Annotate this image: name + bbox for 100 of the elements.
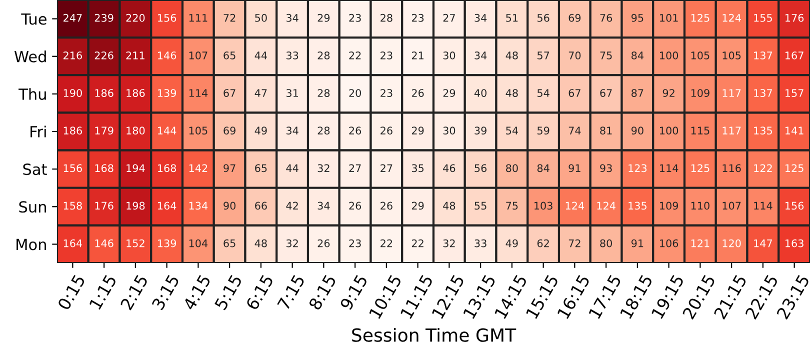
data-label: 75	[506, 202, 518, 210]
data-label: 48	[506, 52, 518, 60]
data-label: 23	[349, 239, 361, 248]
data-label: 50	[255, 14, 267, 22]
data-label: 164	[158, 202, 176, 210]
data-label: 74	[568, 126, 581, 134]
data-label: 27	[380, 164, 392, 172]
data-label: 141	[786, 126, 804, 134]
x-axis-title: Session Time GMT	[352, 328, 516, 342]
data-label: 49	[506, 239, 518, 248]
data-label: 26	[412, 89, 424, 97]
data-label: 220	[126, 14, 145, 22]
data-label: 247	[64, 14, 82, 22]
data-label: 20	[349, 89, 361, 97]
data-label: 163	[786, 239, 804, 248]
data-label: 54	[537, 89, 550, 97]
data-label: 22	[380, 239, 392, 248]
data-label: 155	[754, 14, 772, 22]
data-label: 135	[754, 126, 772, 135]
data-label: 84	[632, 52, 644, 60]
data-label: 75	[600, 52, 612, 60]
data-label: 57	[537, 52, 550, 60]
data-label: 90	[224, 202, 236, 210]
data-label: 167	[786, 52, 804, 60]
data-label: 124	[597, 202, 616, 210]
data-label: 22	[349, 52, 361, 60]
data-label: 26	[349, 202, 362, 210]
data-label: 54	[506, 126, 518, 135]
data-label: 31	[286, 89, 298, 97]
data-label: 115	[691, 126, 710, 135]
data-label: 47	[254, 89, 267, 97]
data-label: 114	[189, 89, 208, 97]
data-label: 168	[95, 164, 114, 172]
data-label: 91	[568, 164, 580, 172]
data-label: 39	[474, 126, 486, 135]
data-label: 40	[474, 89, 486, 97]
data-label: 33	[474, 239, 486, 248]
data-label: 30	[443, 126, 456, 135]
data-label: 179	[95, 126, 114, 135]
data-label: 144	[158, 126, 176, 134]
data-label: 100	[660, 52, 678, 60]
data-label: 194	[126, 164, 145, 172]
data-label: 139	[158, 239, 176, 248]
data-label: 101	[660, 14, 678, 22]
data-label: 26	[349, 126, 362, 135]
y-tick-label: Mon	[16, 238, 46, 250]
data-label: 186	[95, 89, 114, 97]
data-label: 121	[691, 239, 710, 248]
data-label: 109	[691, 89, 710, 97]
data-label: 107	[722, 202, 741, 210]
data-label: 26	[318, 239, 330, 248]
data-label: 67	[224, 89, 236, 97]
data-label: 124	[722, 14, 741, 22]
data-label: 34	[474, 52, 487, 60]
data-label: 32	[286, 239, 298, 248]
data-label: 46	[443, 164, 456, 172]
data-label: 156	[64, 164, 82, 172]
data-label: 116	[722, 164, 741, 172]
data-label: 125	[786, 164, 804, 172]
data-label: 168	[158, 164, 176, 172]
data-label: 28	[318, 52, 330, 60]
data-label: 147	[754, 239, 772, 248]
data-label: 198	[126, 202, 145, 210]
data-label: 110	[691, 202, 710, 210]
data-label: 216	[64, 52, 82, 60]
data-label: 48	[506, 89, 518, 97]
data-label: 69	[568, 14, 581, 22]
data-label: 114	[660, 164, 678, 172]
y-tick-label: Thu	[18, 88, 46, 100]
data-label: 91	[631, 239, 644, 248]
data-label: 125	[691, 14, 710, 22]
data-label: 139	[158, 89, 176, 97]
data-label: 152	[126, 239, 144, 248]
data-label: 142	[189, 164, 208, 172]
data-label: 22	[412, 239, 424, 248]
data-label: 76	[600, 14, 612, 22]
data-label: 103	[534, 202, 552, 210]
data-label: 67	[568, 89, 580, 97]
data-label: 100	[660, 126, 678, 135]
data-label: 48	[443, 202, 456, 210]
data-label: 104	[189, 239, 208, 248]
data-label: 70	[568, 52, 581, 60]
data-label: 105	[189, 126, 208, 135]
data-label: 92	[662, 89, 674, 97]
data-label: 21	[412, 52, 424, 60]
data-label: 156	[158, 14, 176, 22]
data-label: 117	[722, 126, 741, 134]
data-label: 124	[566, 202, 584, 210]
data-label: 134	[189, 202, 208, 210]
data-label: 72	[224, 14, 236, 22]
data-label: 106	[660, 239, 678, 248]
data-label: 158	[64, 202, 82, 210]
data-label: 93	[600, 164, 612, 172]
data-label: 157	[786, 89, 804, 97]
data-label: 211	[126, 52, 144, 60]
data-label: 164	[64, 239, 82, 248]
data-label: 65	[224, 52, 236, 60]
data-label: 109	[660, 202, 678, 210]
data-label: 111	[189, 14, 208, 22]
data-label: 34	[286, 126, 298, 135]
